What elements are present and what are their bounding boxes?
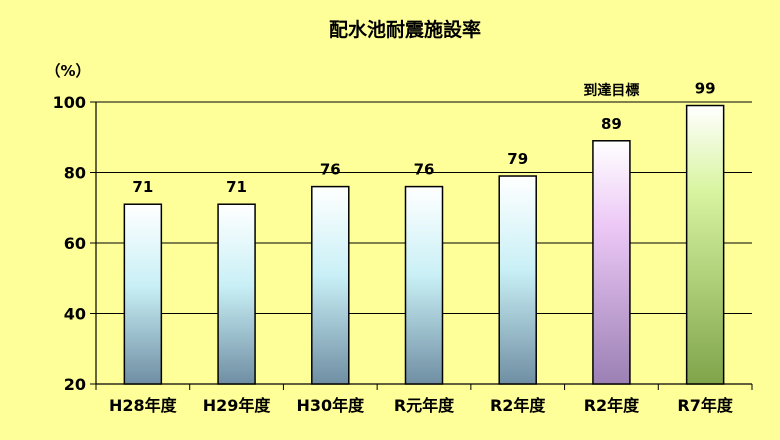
y-tick-label: 80: [64, 164, 86, 183]
x-tick-labels: H28年度 H29年度 H30年度 R元年度 R2年度 R2年度 R7年度: [109, 396, 734, 415]
y-tick-label: 20: [64, 375, 86, 394]
x-tick-label-4: R元年度: [394, 396, 455, 415]
data-label-2: 71: [226, 178, 247, 196]
y-tick-label: 100: [53, 93, 86, 112]
data-label-4: 76: [414, 161, 435, 179]
x-tick-label-7: R7年度: [677, 396, 733, 415]
bar-1: [123, 203, 163, 385]
chart-title: 配水池耐震施設率: [329, 18, 481, 41]
bar-7: [685, 104, 725, 385]
bar-5: [498, 175, 537, 385]
bar-3: [311, 185, 350, 385]
x-tick-label-5: R2年度: [490, 396, 546, 415]
y-tick-label: 60: [64, 234, 86, 253]
x-tick-label-3: H30年度: [296, 396, 365, 415]
x-tick-label-6: R2年度: [584, 396, 640, 415]
annotations: 到達目標: [583, 82, 639, 99]
annotation-target: 到達目標: [583, 82, 639, 99]
bar-6: [592, 140, 631, 385]
x-tick-label-2: H29年度: [203, 396, 272, 415]
bar-4: [404, 185, 444, 385]
bar-2: [217, 203, 256, 385]
bars: [123, 104, 725, 385]
y-tick-label: 40: [64, 305, 86, 324]
data-label-7: 99: [695, 80, 716, 98]
data-label-6: 89: [601, 115, 622, 133]
data-label-1: 71: [132, 178, 153, 196]
y-tick-labels: 20 40 60 80 100: [53, 93, 86, 394]
x-tick-label-1: H28年度: [109, 396, 178, 415]
data-label-3: 76: [320, 161, 341, 179]
data-label-5: 79: [507, 150, 528, 168]
data-labels: 71 71 76 76 79 89 99: [132, 80, 715, 197]
y-axis-unit-label: （%）: [45, 62, 90, 80]
